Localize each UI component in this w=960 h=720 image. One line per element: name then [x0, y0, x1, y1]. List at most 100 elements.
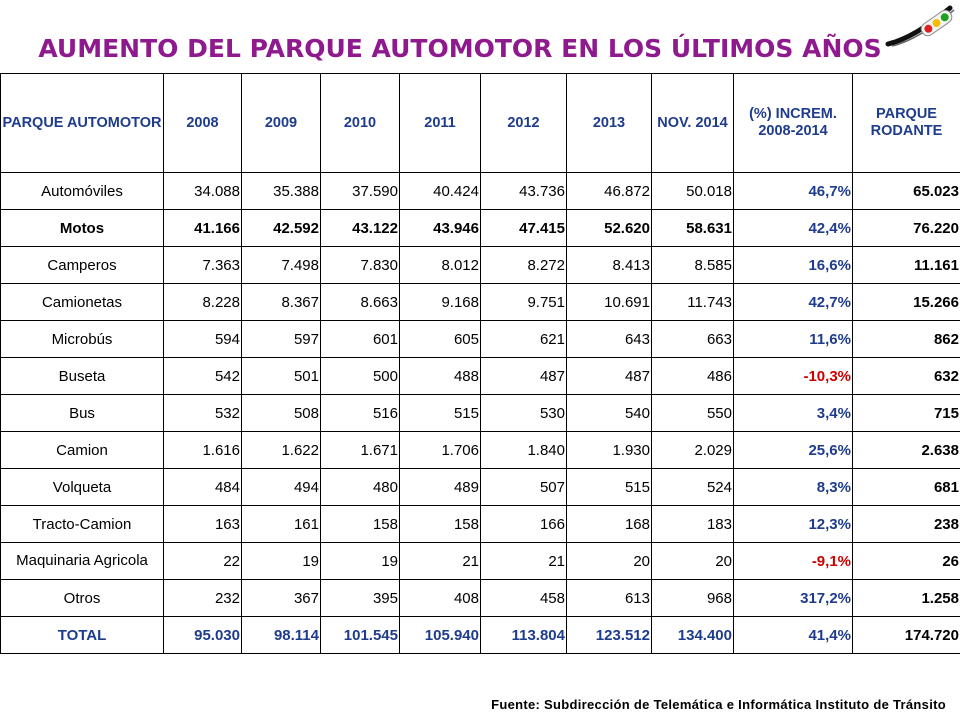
year-value-cell: 41.166 — [163, 209, 242, 247]
table-row: Camionetas 8.228 8.367 8.663 9.168 9.751 10.69… — [0, 283, 960, 321]
year-value-cell: 597 — [241, 320, 321, 358]
column-header: 2012 — [480, 73, 567, 173]
table-row: Otros 232 367 395 408 458 613 968 317,2% 1.258 — [0, 579, 960, 617]
column-header: (%) INCREM. 2008-2014 — [733, 73, 853, 173]
rolling-fleet-cell: 862 — [852, 320, 960, 358]
vehicle-fleet-table: PARQUE AUTOMOTOR 2008 2009 2010 2011 2012 2013… — [0, 73, 960, 654]
table-row: Microbús 594 597 601 605 621 643 663 11,6% 862 — [0, 320, 960, 358]
year-value-cell: 621 — [480, 320, 567, 358]
total-row: TOTAL 95.030 98.114 101.545 105.940 113.804 12… — [0, 616, 960, 654]
column-header: 2011 — [399, 73, 481, 173]
year-value-cell: 40.424 — [399, 172, 481, 210]
year-value-cell: 7.498 — [241, 246, 321, 284]
year-value-cell: 2.029 — [651, 431, 734, 469]
rolling-fleet-cell: 65.023 — [852, 172, 960, 210]
year-value-cell: 43.122 — [320, 209, 400, 247]
year-value-cell: 8.413 — [566, 246, 652, 284]
table-row: Volqueta 484 494 480 489 507 515 524 8,3% 681 — [0, 468, 960, 506]
table-row: Buseta 542 501 500 488 487 487 486 -10,3% 632 — [0, 357, 960, 395]
year-value-cell: 9.168 — [399, 283, 481, 321]
increase-percent-cell: 42,4% — [733, 209, 853, 247]
year-value-cell: 532 — [163, 394, 242, 432]
increase-percent-cell: 42,7% — [733, 283, 853, 321]
year-value-cell: 11.743 — [651, 283, 734, 321]
column-header: 2013 — [566, 73, 652, 173]
year-value-cell: 515 — [566, 468, 652, 506]
table-row: Tracto-Camion 163 161 158 158 166 168 183 12,3% 2… — [0, 505, 960, 543]
column-header: PARQUE AUTOMOTOR — [0, 73, 164, 173]
year-value-cell: 663 — [651, 320, 734, 358]
year-value-cell: 183 — [651, 505, 734, 543]
rolling-fleet-cell: 715 — [852, 394, 960, 432]
vehicle-type-cell: Tracto-Camion — [0, 505, 164, 543]
year-value-cell: 508 — [241, 394, 321, 432]
year-value-cell: 488 — [399, 357, 481, 395]
table-row: Camperos 7.363 7.498 7.830 8.012 8.272 8.413 8.… — [0, 246, 960, 284]
rolling-fleet-cell: 76.220 — [852, 209, 960, 247]
year-value-cell: 594 — [163, 320, 242, 358]
vehicle-type-cell: Bus — [0, 394, 164, 432]
rolling-fleet-cell: 26 — [852, 542, 960, 580]
year-value-cell: 613 — [566, 579, 652, 617]
rolling-fleet-cell: 174.720 — [852, 616, 960, 654]
increase-percent-cell: 11,6% — [733, 320, 853, 358]
column-header: PARQUE RODANTE — [852, 73, 960, 173]
rolling-fleet-cell: 11.161 — [852, 246, 960, 284]
year-value-cell: 486 — [651, 357, 734, 395]
year-value-cell: 542 — [163, 357, 242, 395]
year-value-cell: 158 — [399, 505, 481, 543]
year-value-cell: 35.388 — [241, 172, 321, 210]
increase-percent-cell: 46,7% — [733, 172, 853, 210]
year-value-cell: 95.030 — [163, 616, 242, 654]
year-value-cell: 550 — [651, 394, 734, 432]
year-value-cell: 8.585 — [651, 246, 734, 284]
year-value-cell: 21 — [399, 542, 481, 580]
table-row: Camion 1.616 1.622 1.671 1.706 1.840 1.930 2.02… — [0, 431, 960, 469]
vehicle-type-cell: Camionetas — [0, 283, 164, 321]
year-value-cell: 494 — [241, 468, 321, 506]
year-value-cell: 43.736 — [480, 172, 567, 210]
year-value-cell: 158 — [320, 505, 400, 543]
year-value-cell: 9.751 — [480, 283, 567, 321]
year-value-cell: 605 — [399, 320, 481, 358]
table-row: Bus 532 508 516 515 530 540 550 3,4% 715 — [0, 394, 960, 432]
year-value-cell: 395 — [320, 579, 400, 617]
traffic-light-logo-icon — [885, 5, 955, 47]
rolling-fleet-cell: 238 — [852, 505, 960, 543]
year-value-cell: 500 — [320, 357, 400, 395]
rolling-fleet-cell: 15.266 — [852, 283, 960, 321]
year-value-cell: 161 — [241, 505, 321, 543]
increase-percent-cell: 3,4% — [733, 394, 853, 432]
year-value-cell: 408 — [399, 579, 481, 617]
year-value-cell: 643 — [566, 320, 652, 358]
year-value-cell: 367 — [241, 579, 321, 617]
year-value-cell: 113.804 — [480, 616, 567, 654]
year-value-cell: 8.228 — [163, 283, 242, 321]
year-value-cell: 50.018 — [651, 172, 734, 210]
year-value-cell: 601 — [320, 320, 400, 358]
increase-percent-cell: 41,4% — [733, 616, 853, 654]
year-value-cell: 19 — [241, 542, 321, 580]
vehicle-type-cell: Maquinaria Agricola — [0, 542, 164, 580]
year-value-cell: 8.367 — [241, 283, 321, 321]
year-value-cell: 105.940 — [399, 616, 481, 654]
increase-percent-cell: 8,3% — [733, 468, 853, 506]
year-value-cell: 47.415 — [480, 209, 567, 247]
increase-percent-cell: 12,3% — [733, 505, 853, 543]
year-value-cell: 163 — [163, 505, 242, 543]
year-value-cell: 507 — [480, 468, 567, 506]
year-value-cell: 37.590 — [320, 172, 400, 210]
year-value-cell: 58.631 — [651, 209, 734, 247]
page-title: AUMENTO DEL PARQUE AUTOMOTOR EN LOS ÚLTI… — [38, 34, 882, 63]
year-value-cell: 20 — [651, 542, 734, 580]
year-value-cell: 7.363 — [163, 246, 242, 284]
year-value-cell: 46.872 — [566, 172, 652, 210]
year-value-cell: 101.545 — [320, 616, 400, 654]
vehicle-type-cell: Buseta — [0, 357, 164, 395]
year-value-cell: 168 — [566, 505, 652, 543]
year-value-cell: 10.691 — [566, 283, 652, 321]
vehicle-type-cell: Motos — [0, 209, 164, 247]
year-value-cell: 1.840 — [480, 431, 567, 469]
increase-percent-cell: 16,6% — [733, 246, 853, 284]
year-value-cell: 21 — [480, 542, 567, 580]
